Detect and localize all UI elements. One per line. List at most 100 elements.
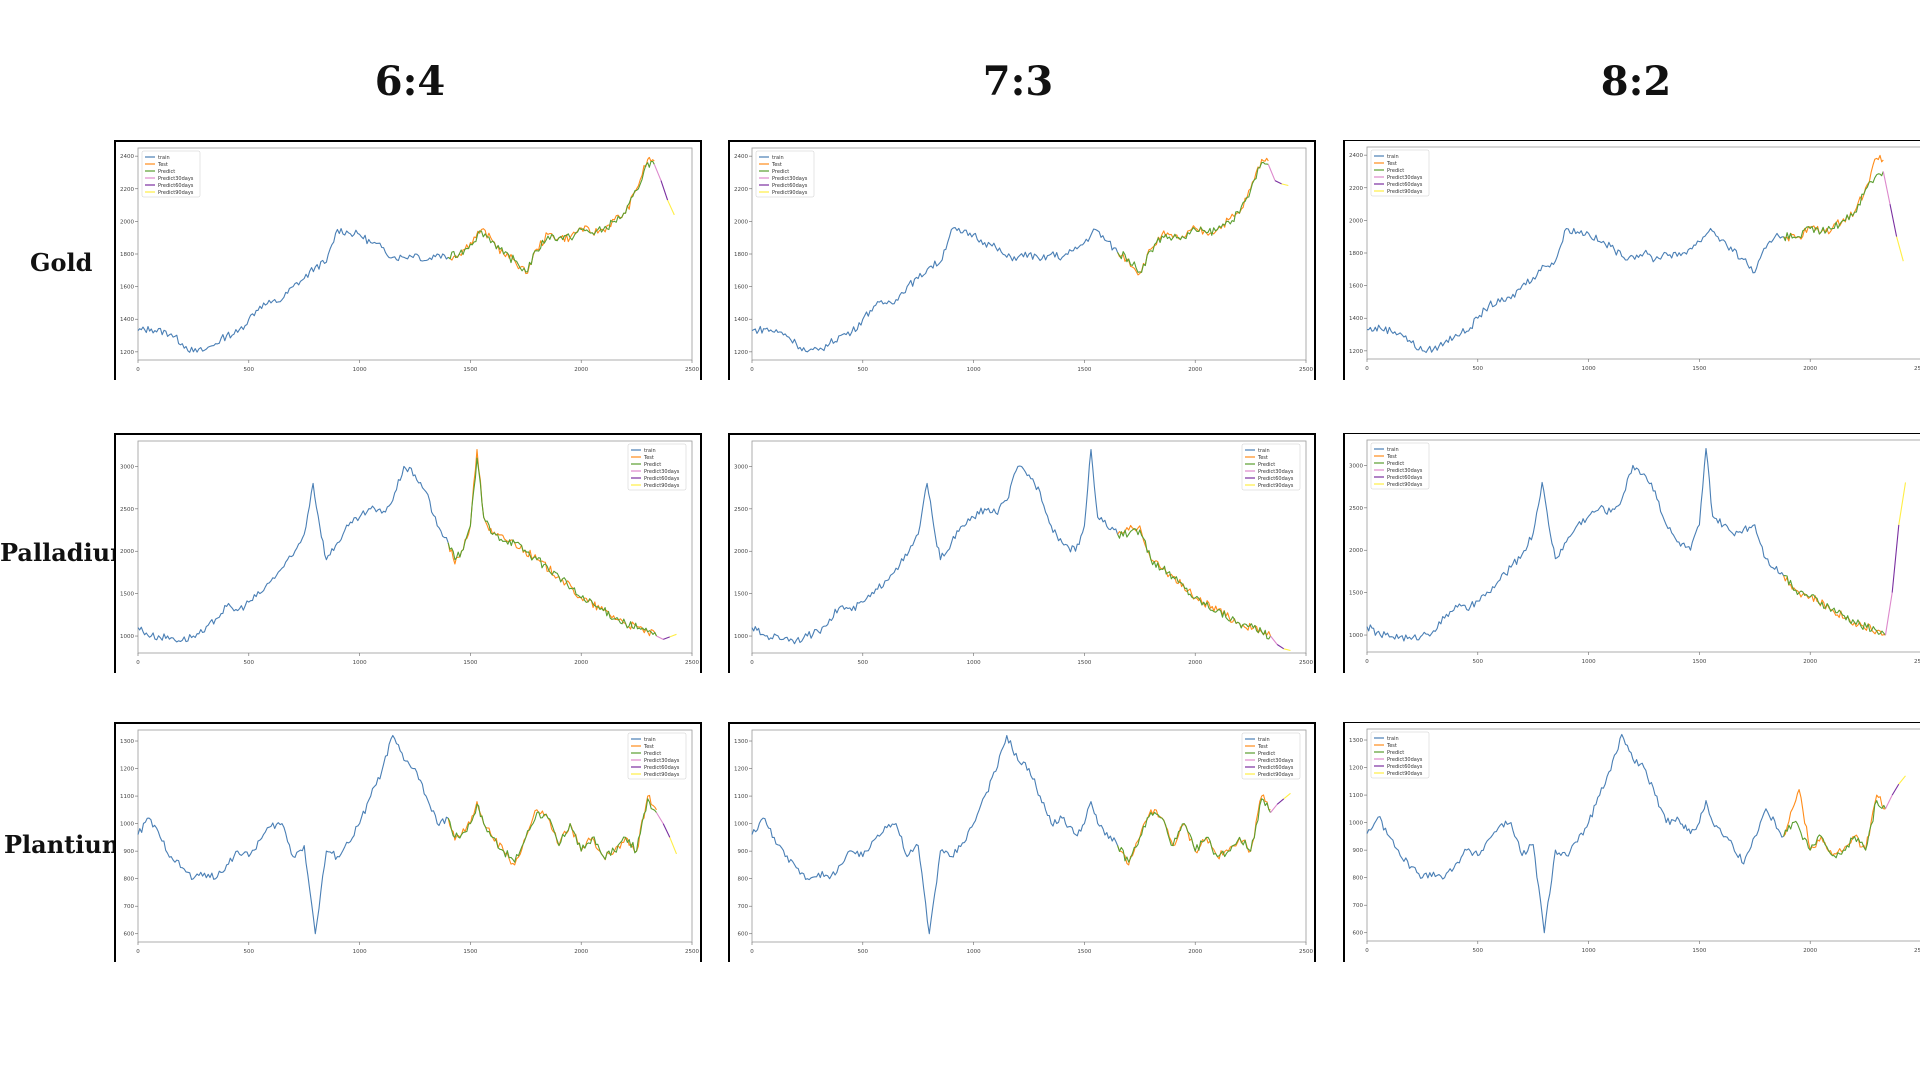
chart-gold-6-4: 0 500 1000 1500 2000 2500 1200 1400 1600 1800 2000… bbox=[114, 140, 702, 380]
x-tick-label: 0 bbox=[750, 949, 754, 955]
legend: trainTestPredictPredict30daysPredict60da… bbox=[141, 150, 201, 198]
series-train-line bbox=[751, 227, 1119, 353]
series-train-line bbox=[137, 734, 449, 935]
x-tick-label: 1000 bbox=[1582, 366, 1596, 372]
y-tick-label: 1200 bbox=[120, 767, 134, 773]
plot-area bbox=[1366, 439, 1920, 653]
chart-svg: 0 500 1000 1500 2000 2500 1000 1500 2000 2500 3000… bbox=[1349, 439, 1920, 665]
x-tick-label: 500 bbox=[858, 949, 869, 955]
series-test-line bbox=[1117, 157, 1269, 276]
legend: trainTestPredictPredict30daysPredict60da… bbox=[627, 732, 687, 780]
x-tick-label: 2500 bbox=[1299, 949, 1313, 955]
legend-label: Predict90days bbox=[772, 190, 808, 196]
legend: trainTestPredictPredict30daysPredict60da… bbox=[627, 443, 687, 491]
y-tick-label: 800 bbox=[124, 877, 135, 883]
plot-area bbox=[751, 729, 1307, 943]
legend-label: Test bbox=[643, 744, 654, 750]
legend-box bbox=[1370, 149, 1430, 197]
chart-plantium-6-4: 0 500 1000 1500 2000 2500 600 700 800 900 1000 1100… bbox=[114, 722, 702, 962]
chart-gold-8-2: 0 500 1000 1500 2000 2500 1200 1400 1600 1800 2000… bbox=[1343, 140, 1920, 380]
x-tick-label: 0 bbox=[1365, 948, 1369, 954]
legend-label: Predict60days bbox=[644, 765, 680, 771]
y-tick-label: 1100 bbox=[120, 794, 134, 800]
legend: trainTestPredictPredict30daysPredict60da… bbox=[1241, 443, 1301, 491]
legend-label: train bbox=[158, 155, 170, 161]
series-predict60-line bbox=[1274, 180, 1282, 185]
y-tick-label: 2400 bbox=[734, 154, 748, 160]
legend-label: Test bbox=[771, 162, 782, 168]
series-train-line bbox=[751, 734, 1119, 935]
series-predict60-line bbox=[1891, 783, 1900, 796]
legend-box bbox=[1370, 442, 1430, 490]
x-tick-label: 2500 bbox=[685, 367, 699, 373]
x-tick-label: 500 bbox=[1473, 948, 1484, 954]
legend-label: Predict60days bbox=[644, 476, 680, 482]
chart-svg: 0 500 1000 1500 2000 2500 1200 1400 1600 1800 2000… bbox=[734, 147, 1313, 373]
legend-label: Predict60days bbox=[1387, 475, 1423, 481]
series-predict60-line bbox=[1891, 524, 1900, 593]
y-tick-label: 1200 bbox=[734, 767, 748, 773]
chart-palladium-6-4: 0 500 1000 1500 2000 2500 1000 1500 2000 2500 3000… bbox=[114, 433, 702, 673]
x-tick-label: 1500 bbox=[1692, 659, 1706, 665]
series-predict-line bbox=[447, 160, 655, 273]
x-tick-label: 2000 bbox=[1188, 660, 1202, 666]
y-tick-label: 1600 bbox=[120, 285, 134, 291]
series-test-line bbox=[1783, 575, 1886, 636]
legend-label: Predict30days bbox=[644, 469, 680, 475]
legend-label: Predict30days bbox=[772, 176, 808, 182]
legend-label: Test bbox=[1386, 743, 1397, 749]
legend-label: Predict60days bbox=[1387, 182, 1423, 188]
y-tick-label: 1200 bbox=[1349, 349, 1363, 355]
legend-label: Predict90days bbox=[1258, 483, 1294, 489]
plot-area bbox=[137, 729, 693, 943]
series-predict30-line bbox=[653, 164, 662, 181]
series-predict90-line bbox=[1283, 648, 1291, 652]
y-tick-label: 2400 bbox=[120, 154, 134, 160]
x-tick-label: 1000 bbox=[353, 660, 367, 666]
x-tick-label: 1000 bbox=[967, 660, 981, 666]
row-header-palladium: Palladium bbox=[0, 538, 136, 567]
legend-label: Predict90days bbox=[1258, 772, 1294, 778]
legend-label: Test bbox=[1386, 161, 1397, 167]
chart-svg: 0 500 1000 1500 2000 2500 1200 1400 1600 1800 2000… bbox=[120, 147, 699, 373]
y-tick-label: 1800 bbox=[734, 252, 748, 258]
chart-svg: 0 500 1000 1500 2000 2500 1000 1500 2000 2500 3000… bbox=[734, 440, 1313, 666]
legend-label: train bbox=[1387, 154, 1399, 160]
legend-label: Predict bbox=[158, 169, 175, 175]
chart-gold-7-3: 0 500 1000 1500 2000 2500 1200 1400 1600 1800 2000… bbox=[728, 140, 1316, 380]
series-train-line bbox=[751, 448, 1119, 645]
chart-plantium-7-3: 0 500 1000 1500 2000 2500 600 700 800 900 1000 1100… bbox=[728, 722, 1316, 962]
y-tick-label: 1300 bbox=[1349, 738, 1363, 744]
series-test-line bbox=[447, 156, 655, 275]
x-tick-label: 2000 bbox=[1803, 366, 1817, 372]
series-predict-line bbox=[1117, 528, 1271, 640]
legend-label: Predict90days bbox=[158, 190, 194, 196]
x-tick-label: 2000 bbox=[574, 660, 588, 666]
y-tick-label: 900 bbox=[738, 849, 749, 855]
x-tick-label: 1000 bbox=[1582, 948, 1596, 954]
legend-label: Predict60days bbox=[772, 183, 808, 189]
chart-svg: 0 500 1000 1500 2000 2500 600 700 800 900 1000 1100… bbox=[734, 729, 1313, 955]
chart-plantium-8-2: 0 500 1000 1500 2000 2500 600 700 800 900 1000 1100… bbox=[1343, 722, 1920, 962]
y-tick-label: 1600 bbox=[1349, 284, 1363, 290]
y-tick-label: 1000 bbox=[734, 822, 748, 828]
legend: trainTestPredictPredict30daysPredict60da… bbox=[755, 150, 815, 198]
column-header-7-3: 7:3 bbox=[982, 58, 1054, 105]
series-predict90-line bbox=[1283, 792, 1291, 800]
legend-label: Predict60days bbox=[1387, 764, 1423, 770]
legend-label: Predict bbox=[1387, 461, 1404, 467]
x-tick-label: 500 bbox=[244, 949, 255, 955]
legend-box bbox=[1241, 443, 1301, 491]
y-tick-label: 1300 bbox=[120, 739, 134, 745]
y-tick-label: 1000 bbox=[120, 634, 134, 640]
series-test-line bbox=[1117, 794, 1271, 866]
x-tick-label: 0 bbox=[750, 367, 754, 373]
x-tick-label: 0 bbox=[1365, 659, 1369, 665]
y-tick-label: 1000 bbox=[734, 634, 748, 640]
x-tick-label: 1000 bbox=[353, 367, 367, 373]
x-tick-label: 500 bbox=[858, 660, 869, 666]
plot-area bbox=[137, 440, 693, 654]
y-tick-label: 1000 bbox=[1349, 821, 1363, 827]
x-tick-label: 2000 bbox=[574, 367, 588, 373]
series-predict-line bbox=[1783, 575, 1886, 636]
